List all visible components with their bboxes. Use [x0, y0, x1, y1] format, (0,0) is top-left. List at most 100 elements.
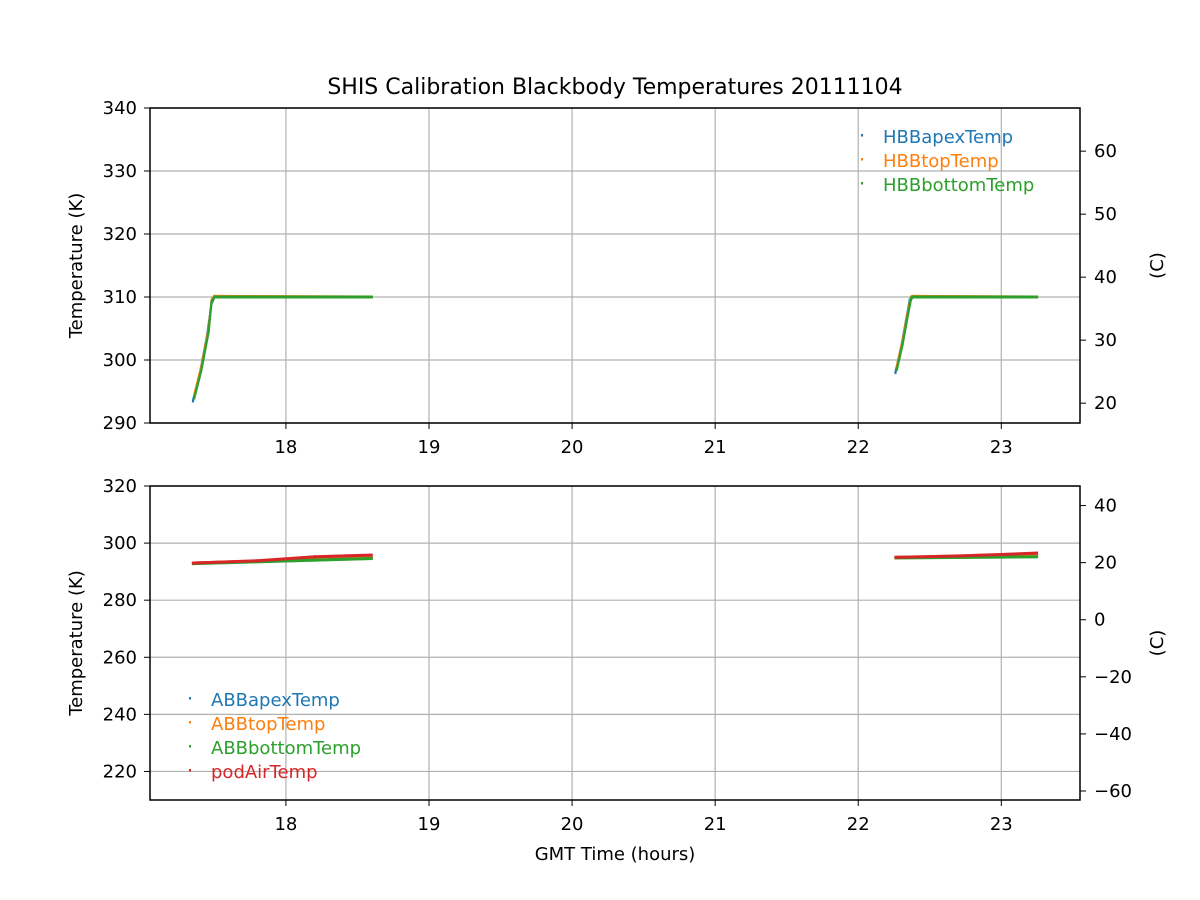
data-point	[1012, 555, 1015, 559]
data-point	[942, 554, 945, 558]
data-point	[270, 559, 273, 563]
data-point	[965, 555, 968, 559]
data-point	[276, 559, 279, 563]
data-point	[364, 553, 367, 557]
data-point	[358, 557, 361, 561]
data-point	[225, 295, 228, 299]
data-point	[332, 558, 335, 562]
data-point	[973, 553, 976, 557]
data-point	[282, 559, 285, 563]
data-point	[1009, 552, 1012, 556]
y-tick-label: 260	[103, 647, 137, 668]
data-point	[959, 295, 962, 299]
data-point	[327, 295, 330, 299]
data-point	[221, 560, 224, 564]
data-point	[1033, 551, 1036, 555]
data-point	[1003, 555, 1006, 559]
data-point	[288, 295, 291, 299]
data-point	[270, 295, 273, 299]
data-point	[345, 554, 348, 558]
data-point	[256, 295, 259, 299]
data-point	[1016, 552, 1019, 556]
data-point	[263, 558, 266, 562]
data-point	[913, 295, 916, 299]
data-point	[335, 554, 338, 558]
data-point	[285, 559, 288, 563]
data-point	[369, 557, 372, 561]
data-point	[947, 295, 950, 299]
data-point	[360, 295, 363, 299]
data-point	[1012, 552, 1015, 556]
data-point	[256, 559, 259, 563]
data-point	[349, 295, 352, 299]
data-point	[964, 555, 967, 559]
x-tick-label: 23	[990, 814, 1013, 835]
data-point	[1001, 552, 1004, 556]
data-point	[918, 555, 921, 559]
data-point	[1003, 295, 1006, 299]
data-point	[991, 295, 994, 299]
data-point	[1025, 551, 1028, 555]
data-point	[293, 559, 296, 563]
data-point	[324, 558, 327, 562]
y-right-tick-label: 20	[1094, 393, 1117, 414]
legend-label: HBBtopTemp	[883, 151, 999, 172]
data-point	[1019, 555, 1022, 559]
data-point	[208, 560, 211, 564]
data-point	[982, 555, 985, 559]
y-tick-label: 330	[103, 161, 137, 182]
data-point	[307, 555, 310, 559]
data-point	[230, 560, 233, 564]
data-point	[259, 295, 262, 299]
data-point	[363, 557, 366, 561]
data-point	[1021, 295, 1024, 299]
data-point	[241, 295, 244, 299]
data-point	[1004, 555, 1007, 559]
data-point	[348, 554, 351, 558]
data-point	[991, 555, 994, 559]
data-point	[251, 559, 254, 563]
y-tick-label: 290	[103, 413, 137, 434]
data-point	[342, 295, 345, 299]
data-point	[255, 295, 258, 299]
data-point	[217, 560, 220, 564]
y-right-axis-label: (C)	[1147, 630, 1168, 657]
axes-frame	[149, 107, 1081, 424]
data-point	[946, 554, 949, 558]
data-point	[301, 295, 304, 299]
data-point	[983, 555, 986, 559]
data-point	[202, 561, 205, 565]
data-point	[348, 557, 351, 561]
series-podAirTemp	[191, 551, 1039, 565]
data-point	[253, 559, 256, 563]
data-point	[333, 295, 336, 299]
data-point	[1000, 295, 1003, 299]
data-point	[339, 295, 342, 299]
data-point	[213, 295, 216, 299]
y-tick-label: 220	[103, 761, 137, 782]
data-point	[253, 295, 256, 299]
data-point	[325, 554, 328, 558]
data-point	[965, 295, 968, 299]
data-point	[239, 559, 242, 563]
data-point	[972, 553, 975, 557]
data-point	[262, 295, 265, 299]
data-point	[979, 295, 982, 299]
data-point	[968, 295, 971, 299]
data-point	[1006, 295, 1009, 299]
data-point	[300, 295, 303, 299]
data-point	[326, 554, 329, 558]
data-point	[285, 557, 288, 561]
data-point	[951, 554, 954, 558]
data-point	[929, 295, 932, 299]
data-point	[994, 555, 997, 559]
data-point	[370, 553, 373, 557]
data-point	[308, 558, 311, 562]
data-point	[319, 555, 322, 559]
data-point	[298, 295, 301, 299]
data-point	[266, 558, 269, 562]
data-point	[1010, 295, 1013, 299]
data-point	[955, 295, 958, 299]
legend: HBBapexTemp HBBtopTemp HBBbottomTemp	[861, 127, 1034, 196]
data-point	[248, 559, 251, 563]
